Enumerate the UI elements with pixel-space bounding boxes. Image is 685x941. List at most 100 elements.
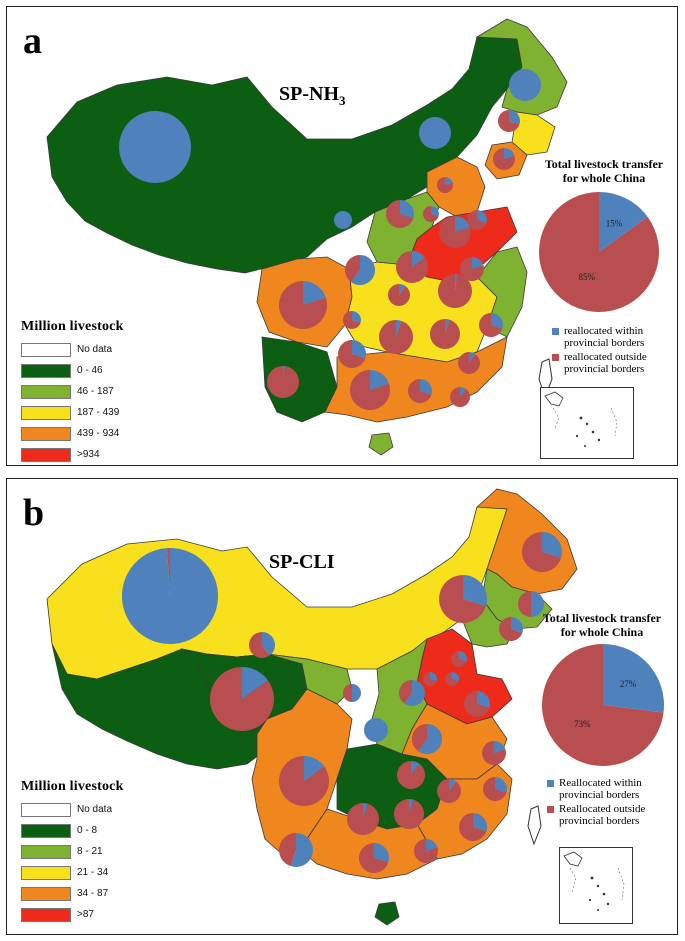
- map-pie-a-11-within-slice: [472, 257, 484, 269]
- south-china-sea-inset-a: [540, 387, 634, 459]
- legend-swatch-a-1: [21, 363, 71, 378]
- map-pie-b-6: [445, 672, 459, 686]
- map-pie-b-10-within-slice: [352, 684, 361, 702]
- map-pie-b-14-outside-slice: [464, 691, 490, 717]
- map-pie-b-15-within-slice: [494, 741, 506, 753]
- inset-map-a: [544, 391, 618, 447]
- map-pie-a-16: [388, 284, 411, 306]
- map-pie-b-16-outside-slice: [279, 756, 330, 806]
- map-pie-b-4: [499, 617, 523, 641]
- map-pie-a-0-within-slice: [119, 111, 191, 183]
- legend-label-b-4: 34 - 87: [77, 888, 109, 899]
- legend-swatch-a-2: [21, 384, 71, 399]
- summary-pie-b: 27% 73%: [542, 644, 664, 766]
- legend-swatch-a-5: [21, 447, 71, 462]
- map-pie-a-24: [408, 379, 432, 404]
- legend-row-b-4: 34 - 87: [21, 883, 124, 904]
- legend-row-b-2: 8 - 21: [21, 841, 124, 862]
- map-pie-b-15: [482, 741, 506, 765]
- legend-swatch-b-3: [21, 865, 71, 880]
- map-pie-a-13: [396, 251, 428, 283]
- summary-pie-a-chart: [539, 192, 659, 312]
- map-pie-b-14: [464, 691, 490, 717]
- map-pie-b-10-outside-slice: [343, 684, 352, 702]
- pie-legend-outside-label-b: Reallocated outside provincial borders: [559, 803, 646, 827]
- map-title-b: SP-CLI: [269, 551, 335, 573]
- legend-label-a-1: 0 - 46: [77, 365, 103, 376]
- legend-row-a-2: 46 - 187: [21, 381, 124, 402]
- pie-legend-outside-a: reallocated outside provincial borders: [552, 351, 672, 375]
- map-pie-a-26: [449, 387, 471, 408]
- legend-label-a-0: No data: [77, 344, 113, 355]
- map-pie-b-7-within-slice: [430, 672, 437, 682]
- map-pie-b-3-within-slice: [463, 575, 487, 607]
- map-pie-b-12-outside-slice: [399, 680, 412, 704]
- map-pie-b-1-outside-slice: [522, 532, 562, 572]
- map-pie-b-11-within-slice: [364, 718, 388, 742]
- map-pie-a-25: [458, 352, 481, 375]
- map-pie-b-24-within-slice: [473, 813, 488, 832]
- pie-legend-outside-swatch-b: [547, 806, 554, 813]
- map-pie-a-3-outside-slice: [498, 110, 520, 132]
- map-pie-a-5-within-slice: [445, 177, 453, 185]
- map-pie-b-20-within-slice: [449, 779, 457, 791]
- map-pie-b-22: [279, 833, 314, 867]
- map-pie-a-9-outside-slice: [439, 216, 472, 249]
- legend-b: Million livestock No data 0 - 8 8 - 21 2…: [21, 779, 124, 925]
- pie-legend-within-b: Reallocated within provincial borders: [547, 777, 675, 801]
- summary-pie-a-chart-outside-label: 85%: [578, 272, 595, 282]
- summary-pie-b-chart-within-slice: [603, 644, 664, 713]
- map-pie-a-19-outside-slice: [429, 319, 460, 350]
- map-pie-b-11: [364, 718, 388, 742]
- panel-a: 15% 85% a SP-NH3 Total livestock transfer…: [6, 6, 678, 466]
- pie-legend-within-label-a: reallocated within provincial borders: [564, 325, 645, 349]
- map-pie-a-25-outside-slice: [458, 352, 481, 375]
- map-pie-a-7-outside-slice: [386, 200, 414, 229]
- map-pie-a-6-within-slice: [334, 211, 352, 229]
- map-pie-a-10: [467, 210, 487, 231]
- map-pie-a-8: [423, 206, 439, 223]
- legend-title-a: Million livestock: [21, 319, 124, 334]
- summary-pie-title-b-line2: for whole China: [560, 625, 644, 639]
- legend-swatch-b-2: [21, 844, 71, 859]
- legend-label-b-1: 0 - 8: [77, 825, 98, 836]
- map-pie-b-12-within-slice: [404, 680, 425, 706]
- map-pie-a-26-within-slice: [460, 387, 466, 397]
- map-pie-b-16-within-slice: [304, 756, 325, 781]
- map-pie-b-5-outside-slice: [451, 651, 467, 667]
- map-pie-a-20-within-slice: [491, 313, 503, 329]
- map-pie-b-7: [423, 672, 437, 686]
- map-pie-a-22-outside-slice: [267, 366, 300, 399]
- map-pie-a-23: [350, 370, 390, 410]
- map-pie-a-9: [439, 216, 472, 249]
- map-pie-b-0-outside-slice: [166, 548, 170, 596]
- map-pie-a-18: [378, 320, 413, 355]
- summary-pie-b-chart-within-label: 27%: [620, 679, 637, 689]
- legend-label-a-3: 187 - 439: [77, 407, 120, 418]
- legend-title-b: Million livestock: [21, 779, 124, 794]
- map-pie-b-5: [451, 651, 468, 667]
- map-pie-b-21-outside-slice: [483, 777, 507, 801]
- map-pie-b-25-within-slice: [426, 839, 438, 851]
- map-pie-a-22: [267, 366, 300, 399]
- map-pie-a-11: [460, 257, 484, 281]
- map-pie-b-2-within-slice: [531, 591, 544, 617]
- summary-pie-title-a-line2: for whole China: [562, 171, 646, 185]
- map-pie-b-1: [522, 532, 562, 572]
- panel-letter-a: a: [23, 20, 42, 62]
- summary-pie-b-chart-outside-slice: [542, 644, 664, 766]
- region-hainan-b: [374, 901, 400, 926]
- map-pie-b-3: [439, 575, 487, 623]
- map-pie-a-14-outside-slice: [437, 274, 472, 308]
- map-pie-b-18: [347, 803, 380, 835]
- legend-row-b-5: >87: [21, 904, 124, 925]
- region-shaanxi-a: [366, 191, 440, 266]
- map-a-svg: 15% 85%: [46, 18, 659, 456]
- map-pie-a-3-within-slice: [509, 110, 520, 125]
- map-pie-a-7-within-slice: [400, 200, 415, 219]
- pie-legend-outside-swatch-a: [552, 354, 559, 361]
- pie-legend-within-swatch-b: [547, 780, 554, 787]
- map-pie-b-19-within-slice: [409, 799, 414, 814]
- map-pie-a-22-within-slice: [283, 366, 286, 382]
- map-pie-a-18-outside-slice: [378, 320, 413, 355]
